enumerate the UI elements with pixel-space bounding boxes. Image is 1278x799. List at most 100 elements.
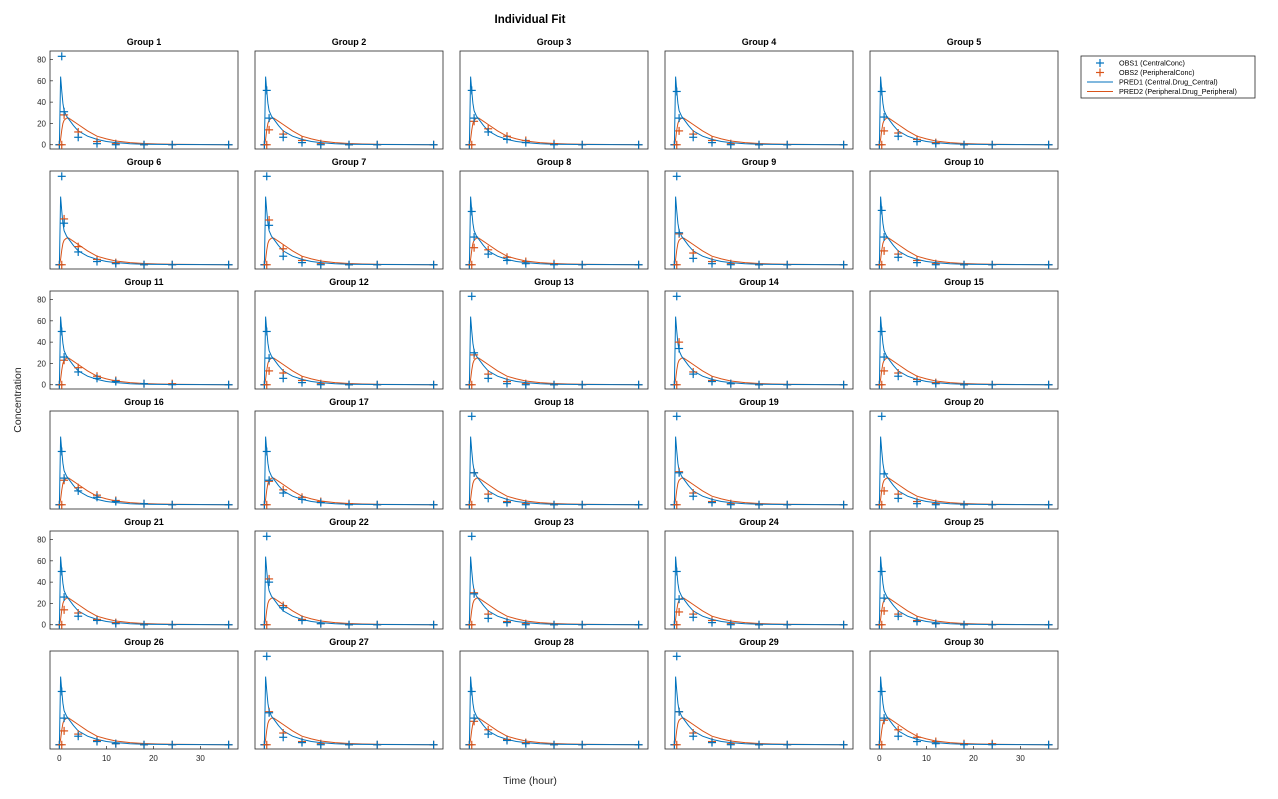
pred1-line xyxy=(468,76,639,146)
obs1-point xyxy=(550,500,558,509)
obs1-point xyxy=(467,86,476,95)
legend-marker xyxy=(1096,59,1104,67)
obs1-point xyxy=(988,140,997,149)
obs1-point xyxy=(550,620,558,629)
obs1-point xyxy=(224,500,233,509)
obs1-point xyxy=(168,380,177,389)
obs1-point xyxy=(521,259,530,268)
obs1-point xyxy=(60,714,69,723)
subplot-frame xyxy=(869,530,1059,630)
obs1-point xyxy=(726,620,735,629)
subplot-5: Group 5 xyxy=(869,37,1059,150)
subplot-28: Group 28 xyxy=(459,637,649,750)
obs2-point xyxy=(262,140,271,149)
obs1-point xyxy=(224,740,233,749)
obs1-point xyxy=(140,140,148,149)
obs1-point xyxy=(467,207,476,216)
obs1-point xyxy=(550,140,558,149)
obs1-point xyxy=(168,140,177,149)
obs1-point xyxy=(913,499,921,508)
obs2-point xyxy=(60,726,69,735)
x-tick-label: 0 xyxy=(877,754,882,763)
obs1-point xyxy=(675,707,684,716)
obs1-point xyxy=(111,140,120,149)
pred1-line xyxy=(673,436,844,506)
obs1-point xyxy=(316,498,325,507)
obs1-point xyxy=(675,114,684,123)
obs1-point xyxy=(839,260,848,269)
obs1-point xyxy=(755,140,763,149)
obs1-point xyxy=(470,114,479,123)
obs1-point xyxy=(74,247,83,256)
obs1-point xyxy=(429,500,438,509)
subplot-title: Group 1 xyxy=(127,37,162,47)
obs1-point xyxy=(960,380,968,389)
obs1-point xyxy=(484,374,493,383)
obs1-point xyxy=(298,258,306,267)
obs1-point xyxy=(931,260,940,269)
obs1-point xyxy=(708,618,716,627)
obs2-point xyxy=(672,140,681,149)
pred1-line xyxy=(263,196,434,266)
obs1-point xyxy=(168,620,177,629)
obs2-point xyxy=(877,620,886,629)
x-tick-label: 30 xyxy=(196,754,205,763)
obs1-point xyxy=(894,253,903,262)
subplot-30: Group 30 0 10 20 30 xyxy=(869,637,1059,763)
obs2-point xyxy=(672,260,681,269)
obs1-point xyxy=(726,140,735,149)
obs1-point xyxy=(578,500,587,509)
subplot-27: Group 27 xyxy=(254,637,444,750)
obs1-point xyxy=(755,740,763,749)
subplot-21: Group 21 0 20 40 60 80 xyxy=(37,517,239,630)
obs1-point xyxy=(503,379,511,388)
subplot-frame xyxy=(459,170,649,270)
y-tick-label: 40 xyxy=(37,338,46,347)
subplot-title: Group 17 xyxy=(329,397,369,407)
pred1-line xyxy=(673,316,844,386)
subplot-18: Group 18 xyxy=(459,397,649,510)
obs1-point xyxy=(783,620,792,629)
obs1-point xyxy=(57,687,66,696)
obs1-point xyxy=(484,494,493,503)
obs1-point xyxy=(960,740,968,749)
obs1-point xyxy=(224,260,233,269)
obs1-point xyxy=(111,259,120,268)
legend-entry-obs2: OBS2 (PeripheralConc) xyxy=(1096,68,1195,77)
subplot-title: Group 3 xyxy=(537,37,572,47)
subplot-14: Group 14 xyxy=(664,277,854,390)
obs1-point xyxy=(93,257,101,266)
obs1-point xyxy=(265,114,274,123)
obs1-point xyxy=(470,589,479,598)
pred1-line xyxy=(58,316,229,386)
obs1-point xyxy=(708,259,716,268)
obs1-point xyxy=(839,740,848,749)
subplot-24: Group 24 xyxy=(664,517,854,630)
obs1-point xyxy=(675,228,684,237)
obs1-point xyxy=(467,687,476,696)
obs1-point xyxy=(578,380,587,389)
obs1-point xyxy=(1044,500,1053,509)
obs1-point xyxy=(316,619,325,628)
obs1-point xyxy=(74,133,83,142)
obs1-point xyxy=(894,494,903,503)
obs2-point xyxy=(262,260,271,269)
obs1-point xyxy=(1044,740,1053,749)
obs2-point xyxy=(262,380,271,389)
obs1-point xyxy=(880,353,889,362)
subplot-2: Group 2 xyxy=(254,37,444,150)
obs1-point xyxy=(708,498,716,507)
obs1-point xyxy=(93,374,101,383)
legend-entry-obs1: OBS1 (CentralConc) xyxy=(1096,59,1185,68)
obs1-point xyxy=(316,380,325,389)
pred1-line xyxy=(878,196,1049,266)
subplot-title: Group 19 xyxy=(739,397,779,407)
obs1-point xyxy=(140,620,148,629)
obs1-point xyxy=(672,87,681,96)
legend-entry-pred1: PRED1 (Central.Drug_Central) xyxy=(1087,78,1218,87)
pred1-line xyxy=(263,436,434,506)
obs1-point xyxy=(345,260,353,269)
obs2-point xyxy=(57,740,66,749)
pred1-line xyxy=(468,676,639,746)
obs1-point xyxy=(279,133,288,142)
